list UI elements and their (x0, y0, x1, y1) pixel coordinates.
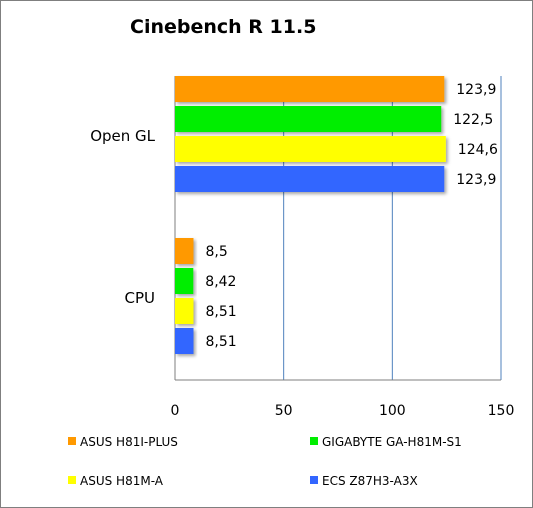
data-label: 123,9 (456, 82, 496, 98)
bar (175, 298, 194, 324)
legend-swatch (310, 476, 318, 484)
data-label: 8,51 (205, 334, 236, 350)
bar (175, 106, 442, 132)
data-label: 8,51 (205, 304, 236, 320)
legend-swatch (310, 437, 318, 445)
legend-swatch (68, 476, 76, 484)
x-tick-label: 150 (488, 403, 515, 419)
x-tick-label: 50 (275, 403, 293, 419)
legend-label: GIGABYTE GA-H81M-S1 (322, 435, 462, 449)
bar (175, 166, 445, 192)
legend-label: ASUS H81I-PLUS (80, 435, 178, 449)
chart-title: Cinebench R 11.5 (130, 16, 317, 38)
legend-label: ECS Z87H3-A3X (322, 474, 418, 488)
x-tick-label: 100 (379, 403, 406, 419)
bar (175, 268, 194, 294)
x-tick-label: 0 (171, 403, 180, 419)
data-label: 123,9 (456, 172, 496, 188)
data-label: 8,42 (205, 274, 236, 290)
bar (175, 136, 446, 162)
data-label: 122,5 (453, 112, 493, 128)
bar (175, 76, 445, 102)
bar (175, 328, 194, 354)
legend-label: ASUS H81M-A (80, 474, 164, 488)
legend-swatch (68, 437, 76, 445)
category-label: CPU (125, 289, 156, 307)
data-label: 8,5 (205, 244, 227, 260)
data-label: 124,6 (458, 142, 498, 158)
category-label: Open GL (90, 127, 155, 145)
bar (175, 238, 194, 264)
